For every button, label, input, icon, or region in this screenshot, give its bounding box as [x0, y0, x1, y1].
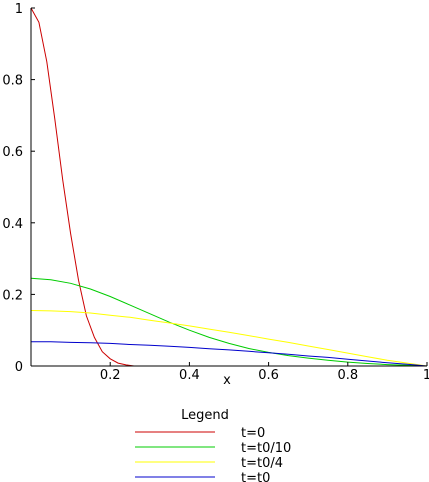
- x-axis-label: x: [223, 373, 231, 388]
- legend-label-1: t=0: [241, 426, 265, 441]
- x-tick-label: 0.6: [258, 368, 279, 383]
- axes-layer: 0 0.2 0.4 0.6 0.8 1 0.2 0.4 0.6 0.8 1 x: [2, 2, 429, 388]
- x-tick-label: 0.8: [337, 368, 358, 383]
- x-tick-label: 0.2: [100, 368, 121, 383]
- y-tick-label: 0.8: [2, 74, 23, 89]
- legend-label-2: t=t0/10: [241, 441, 291, 456]
- legend-title: Legend: [181, 408, 229, 423]
- series-line-2: [30, 277, 428, 367]
- y-tick-label: 0.6: [2, 145, 23, 160]
- y-tick-label: 1: [15, 2, 23, 17]
- x-tick-label: 1: [423, 368, 429, 383]
- legend-label-4: t=t0: [241, 471, 270, 482]
- series-layer: [30, 7, 428, 367]
- series-line-1: [30, 7, 135, 367]
- y-tick-label: 0.4: [2, 217, 23, 232]
- legend: Legend t=0t=t0/10t=t0/4t=t0: [135, 408, 291, 482]
- y-tick-label: 0.2: [2, 288, 23, 303]
- y-tick-label: 0: [15, 360, 23, 375]
- series-line-3: [30, 310, 428, 367]
- legend-label-3: t=t0/4: [241, 456, 283, 471]
- x-tick-label: 0.4: [179, 368, 200, 383]
- series-line-4: [31, 341, 428, 367]
